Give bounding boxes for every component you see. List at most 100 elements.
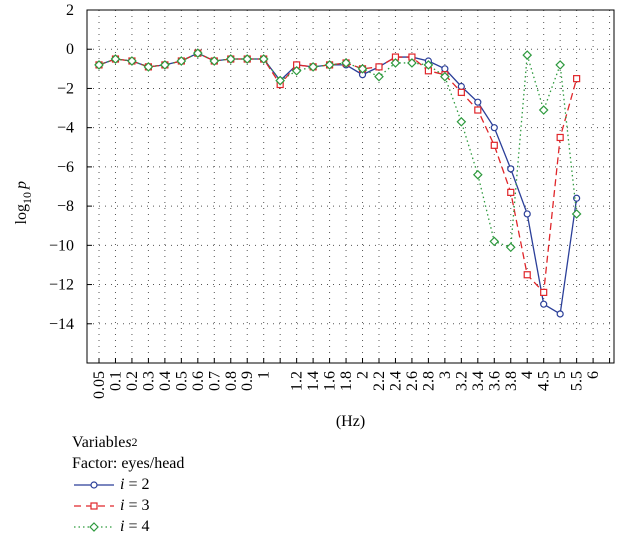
- data-point: [308, 62, 318, 72]
- data-point: [573, 194, 581, 202]
- legend-item-var: i: [120, 497, 125, 514]
- data-point: [160, 60, 170, 70]
- x-tick-label: 0.05: [91, 371, 108, 399]
- x-tick-label: 0.7: [206, 371, 223, 391]
- data-point: [242, 54, 253, 64]
- data-point: [225, 54, 236, 64]
- legend-item-i4: i = 4: [72, 516, 184, 537]
- y-tick-label: 2: [66, 2, 74, 19]
- data-point: [490, 124, 498, 132]
- data-point: [474, 106, 482, 114]
- data-point: [209, 56, 220, 66]
- x-tick-label: 1.2: [289, 371, 306, 391]
- x-tick-label: 0.2: [124, 371, 141, 391]
- x-tick-label: 3.4: [470, 371, 487, 391]
- data-point: [390, 58, 401, 68]
- series-line: [98, 52, 578, 294]
- legend-item-i2: i = 2: [72, 474, 184, 495]
- data-point: [555, 60, 566, 70]
- data-point: [110, 54, 121, 64]
- x-tick-label: 0.8: [223, 371, 240, 391]
- legend-item-var: i: [120, 518, 125, 535]
- x-tick-label: 5.5: [569, 371, 586, 391]
- data-point: [291, 65, 302, 76]
- legend-swatch-solid-circle: [74, 480, 114, 489]
- data-point: [573, 75, 581, 83]
- data-point: [522, 50, 533, 60]
- data-point: [192, 48, 203, 58]
- data-point: [540, 300, 548, 308]
- plot-frame: [86, 9, 615, 364]
- data-point: [556, 310, 564, 318]
- data-series: [94, 48, 582, 318]
- data-point: [176, 56, 187, 66]
- legend-item-i3: i = 3: [72, 495, 184, 516]
- series-line: [98, 52, 578, 316]
- legend-swatch-dashed-square: [74, 501, 114, 510]
- y-tick-label: −6: [57, 159, 74, 176]
- data-point: [441, 65, 449, 73]
- x-axis-ticks: 0.05 0.1 0.2 0.3 0.4 0.5 0.6 0.7 0.8 0.9 1 1.2 1.4 1.…: [91, 358, 611, 399]
- y-tick-label: −8: [57, 198, 74, 215]
- data-point: [523, 271, 531, 279]
- x-tick-label: 0.6: [190, 371, 207, 391]
- x-tick-label: 0.5: [173, 371, 190, 391]
- y-tick-label: −2: [57, 80, 74, 97]
- data-point: [375, 63, 383, 71]
- data-point: [374, 71, 384, 82]
- data-point: [472, 169, 483, 180]
- x-tick-label: 0.1: [107, 371, 124, 391]
- data-point: [507, 188, 515, 196]
- legend-variable-label: Variable: [72, 434, 126, 451]
- legend-variable-sub: 2: [131, 435, 138, 449]
- x-tick-label: 4: [519, 371, 536, 379]
- x-axis-label: (Hz): [336, 413, 365, 430]
- data-point: [456, 116, 467, 127]
- x-tick-label: 5: [552, 371, 569, 379]
- x-tick-label: 0.3: [140, 371, 157, 391]
- data-point: [523, 210, 531, 218]
- x-tick-label: 1.8: [338, 371, 355, 391]
- grid-lines: [87, 10, 614, 363]
- y-tick-label: −4: [57, 120, 74, 137]
- x-tick-label: 2.2: [371, 371, 388, 391]
- x-tick-label: 1.6: [322, 371, 339, 391]
- data-point: [143, 62, 154, 72]
- x-tick-label: 2.4: [387, 371, 404, 391]
- data-point: [94, 60, 104, 70]
- data-point: [489, 236, 500, 247]
- x-tick-label: 3: [437, 371, 454, 379]
- legend-variable-name: s: [125, 434, 132, 451]
- data-point: [556, 133, 564, 142]
- y-tick-label: 0: [66, 41, 74, 58]
- x-tick-label: 1.4: [305, 371, 322, 391]
- data-point: [507, 165, 515, 173]
- data-point: [540, 288, 548, 296]
- data-point: [357, 63, 368, 74]
- legend-item-var: i: [120, 476, 125, 493]
- x-tick-label: 0.4: [157, 371, 174, 391]
- data-point: [341, 58, 351, 68]
- data-point: [474, 98, 482, 106]
- data-point: [407, 58, 417, 68]
- data-point: [127, 56, 137, 66]
- x-tick-label: 2.8: [420, 371, 437, 391]
- x-tick-label: 3.8: [503, 371, 520, 391]
- data-point: [457, 82, 465, 91]
- series-line: [98, 52, 578, 249]
- data-point: [457, 88, 465, 96]
- y-tick-label: −10: [49, 237, 74, 254]
- y-tick-label: −14: [49, 316, 74, 333]
- data-point: [324, 60, 335, 70]
- data-point: [571, 209, 582, 219]
- legend-factor: Factor: eyes/head: [72, 455, 185, 472]
- x-tick-label: 6: [585, 371, 602, 379]
- data-point: [275, 75, 286, 86]
- line-chart: 20−2−4−6−8−10−12−14 0.05 0.1 0.2 0.3 0.4 0.5 0…: [13, 2, 615, 430]
- data-point: [423, 60, 434, 70]
- data-point: [538, 105, 549, 115]
- x-tick-label: 2.6: [404, 371, 421, 391]
- x-tick-label: 0.9: [239, 371, 256, 391]
